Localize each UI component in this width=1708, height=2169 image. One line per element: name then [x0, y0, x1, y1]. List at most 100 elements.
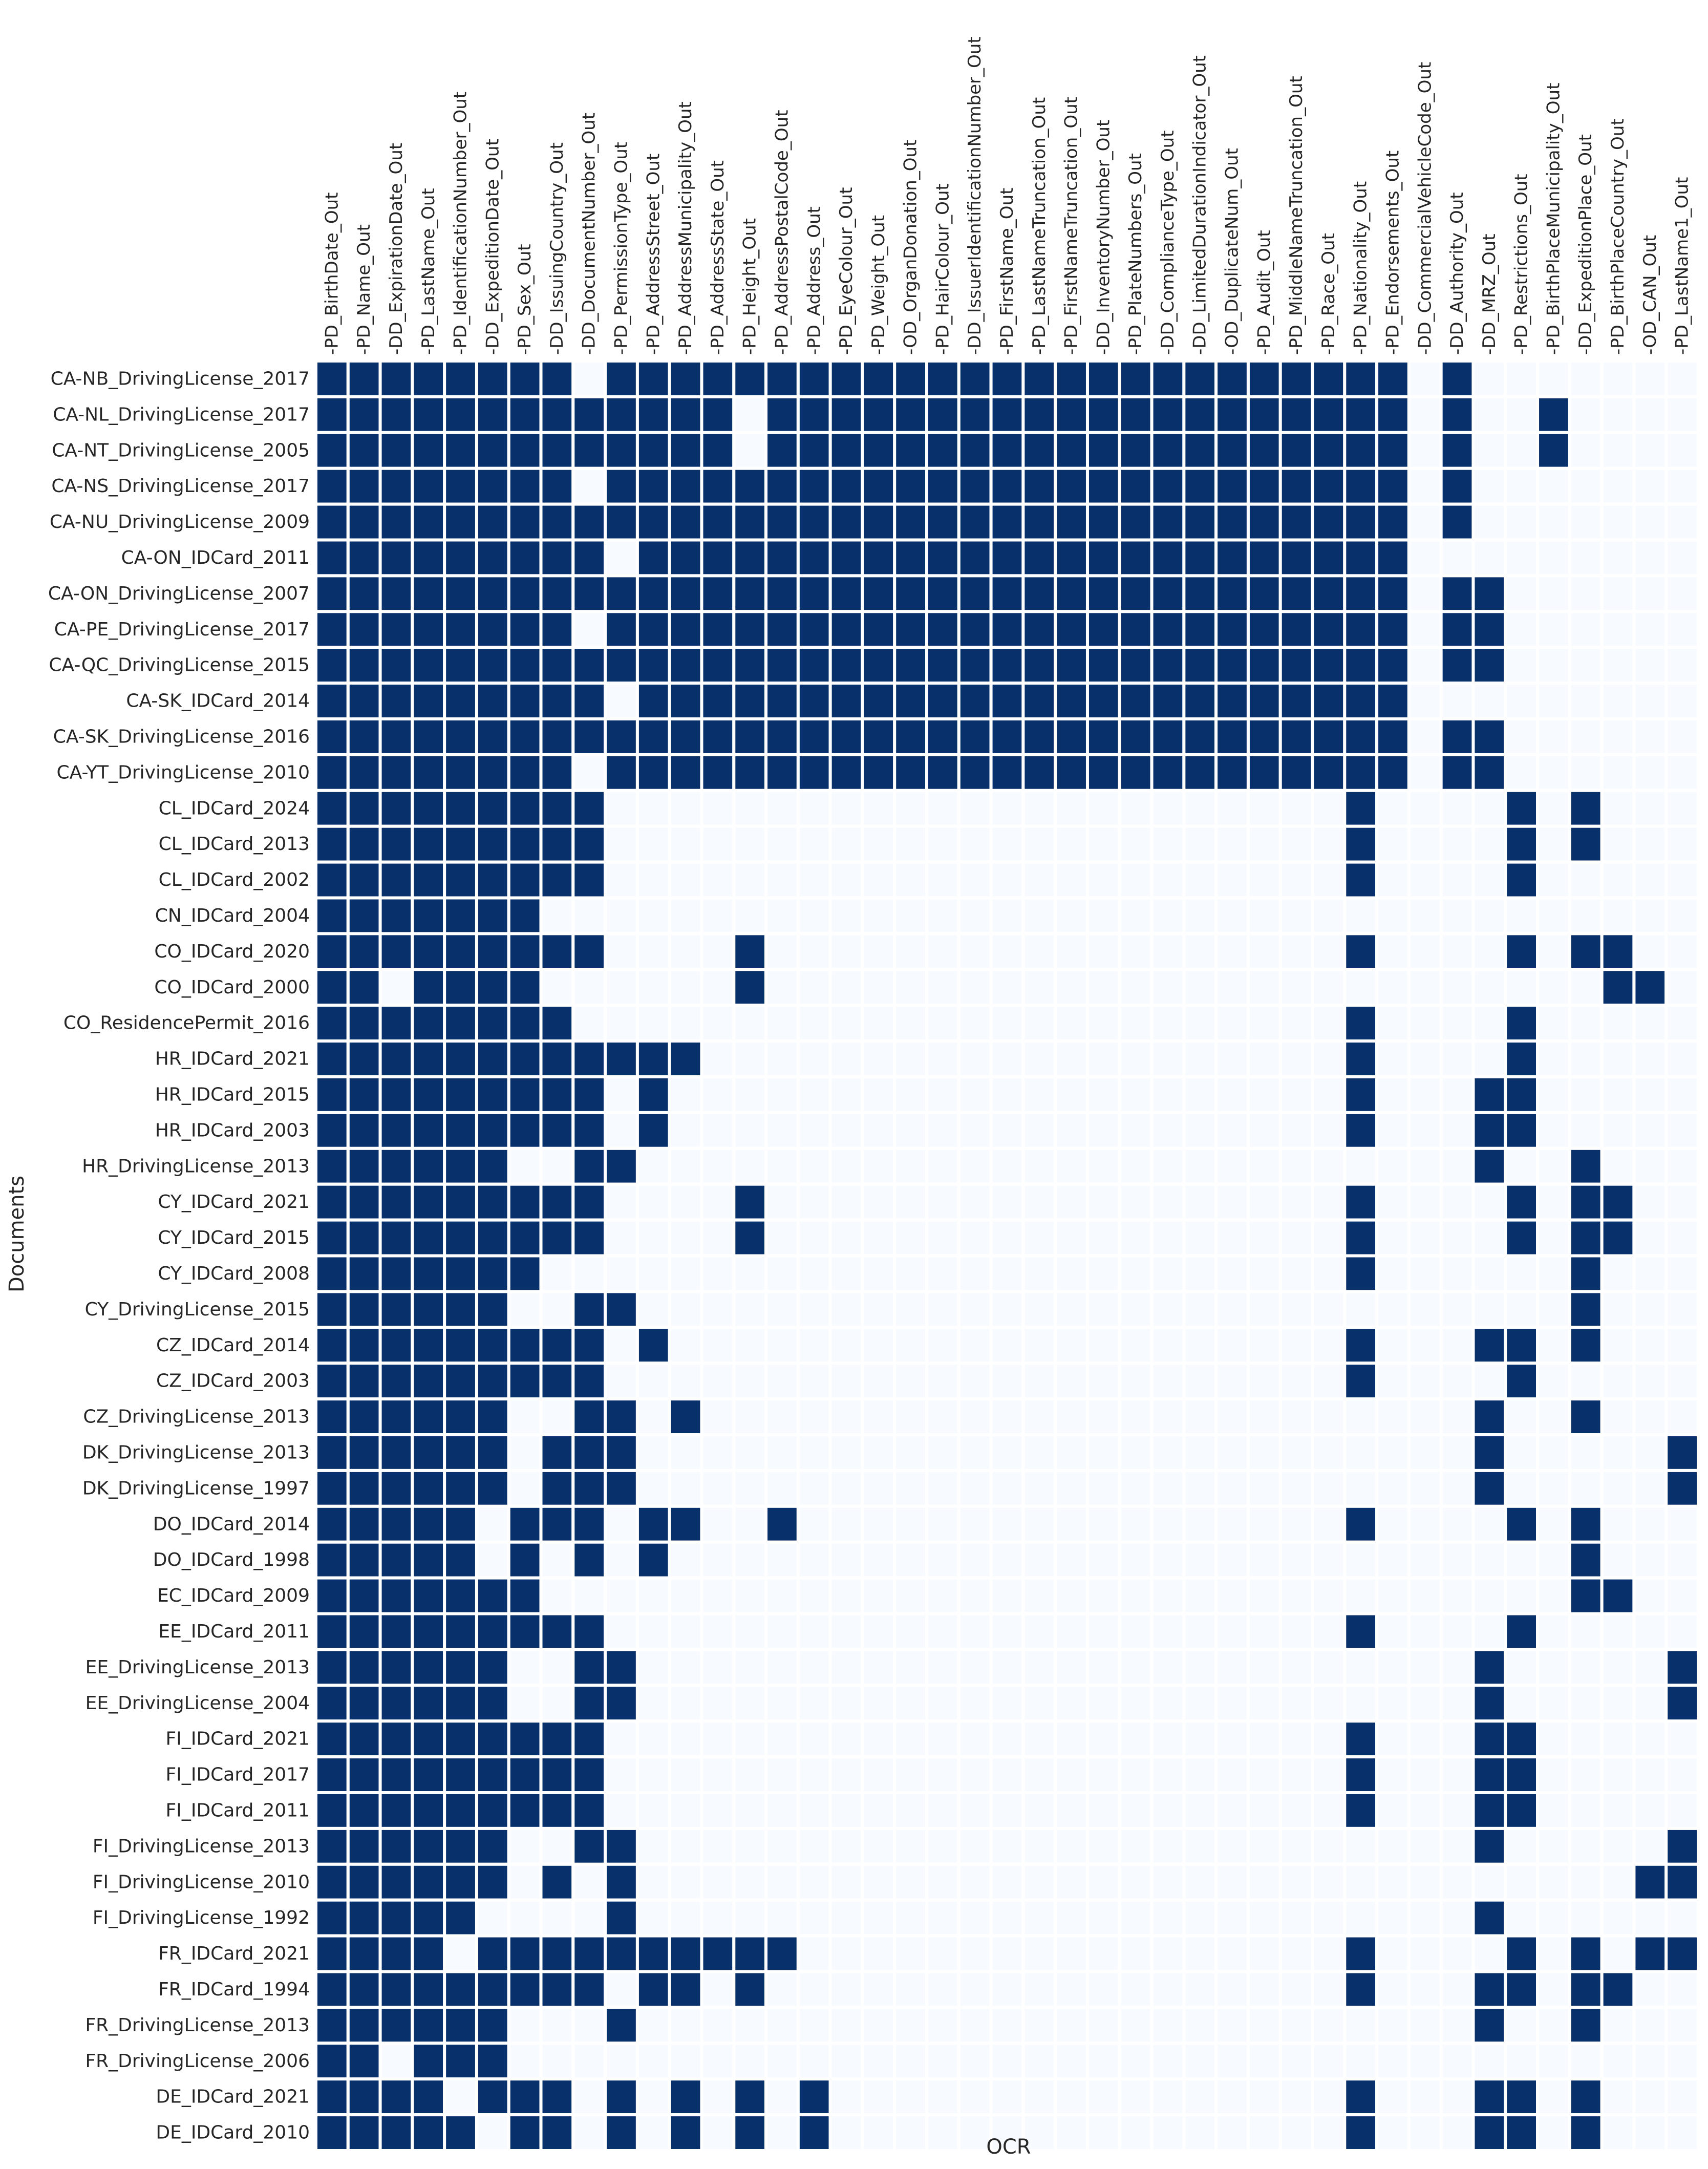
heatmap-cell	[668, 395, 703, 434]
heatmap-cell	[700, 502, 736, 542]
heatmap-cell	[732, 1433, 768, 1472]
heatmap-cell	[893, 2042, 929, 2081]
heatmap-cell	[989, 1648, 1025, 1687]
heatmap-cell	[1182, 1898, 1218, 1938]
heatmap-cell	[764, 968, 800, 1007]
heatmap-cell	[507, 789, 543, 828]
heatmap-cell	[443, 1254, 478, 1293]
heatmap-cell	[1375, 2113, 1411, 2153]
heatmap-cell	[1150, 1719, 1186, 1759]
heatmap-cell	[1182, 1970, 1218, 2009]
heatmap-cell	[1664, 1970, 1700, 2009]
heatmap-cell	[989, 968, 1025, 1007]
heatmap-cell	[604, 1254, 639, 1293]
heatmap-cell	[1246, 1862, 1282, 1902]
heatmap-cell	[1439, 932, 1475, 971]
heatmap-cell	[796, 932, 832, 971]
heatmap-cell	[411, 574, 446, 613]
heatmap-cell	[507, 395, 543, 434]
heatmap-cell	[1021, 1146, 1057, 1186]
heatmap-cell	[346, 2077, 382, 2117]
heatmap-cell	[635, 538, 671, 578]
row-tick-label: FI_DrivingLicense_2010	[93, 1872, 310, 1892]
heatmap-cell	[1664, 1039, 1700, 1078]
heatmap-cell	[828, 968, 864, 1007]
heatmap-cell	[957, 1684, 993, 1723]
heatmap-cell	[635, 1970, 671, 2009]
heatmap-cell	[346, 646, 382, 685]
heatmap-cell	[411, 1755, 446, 1795]
heatmap-cell	[1536, 789, 1571, 828]
heatmap-cell	[957, 1111, 993, 1150]
heatmap-cell	[1504, 1540, 1540, 1580]
heatmap-cell	[1664, 1826, 1700, 1866]
heatmap-cell	[1536, 1576, 1571, 1615]
heatmap-cell	[1214, 717, 1250, 756]
heatmap-cell	[604, 1504, 639, 1544]
heatmap-cell	[1246, 395, 1282, 434]
heatmap-cell	[1504, 717, 1540, 756]
heatmap-cell	[1118, 1469, 1154, 1508]
heatmap-cell	[1600, 1433, 1636, 1472]
heatmap-cell	[1182, 1684, 1218, 1723]
heatmap-cell	[1504, 682, 1540, 720]
heatmap-cell	[1150, 1612, 1186, 1651]
heatmap-cell	[1182, 1075, 1218, 1114]
heatmap-cell	[411, 1182, 446, 1222]
heatmap-cell	[700, 610, 736, 649]
heatmap-cell	[828, 1111, 864, 1150]
heatmap-cell	[1182, 1218, 1218, 1258]
heatmap-cell	[1021, 2042, 1057, 2081]
heatmap-cell	[1439, 1970, 1475, 2009]
heatmap-cell	[1214, 502, 1250, 542]
heatmap-cell	[539, 1182, 575, 1222]
heatmap-cell	[764, 1684, 800, 1723]
heatmap-cell	[1343, 1504, 1379, 1544]
heatmap-cell	[764, 753, 800, 792]
heatmap-cell	[700, 466, 736, 506]
heatmap-cell	[796, 1934, 832, 1973]
heatmap-cell	[635, 1146, 671, 1186]
heatmap-cell	[1375, 1039, 1411, 1078]
heatmap-cell	[1471, 1684, 1507, 1723]
heatmap-cell	[1632, 574, 1668, 613]
heatmap-cell	[1118, 1504, 1154, 1544]
heatmap-cell	[861, 968, 896, 1007]
heatmap-cell	[957, 1039, 993, 1078]
heatmap-cell	[1375, 574, 1411, 613]
heatmap-cell	[1343, 717, 1379, 756]
heatmap-cell	[1246, 1576, 1282, 1615]
heatmap-cell	[411, 1039, 446, 1078]
heatmap-cell	[1439, 968, 1475, 1007]
heatmap-cell	[732, 2077, 768, 2117]
heatmap-cell	[635, 1326, 671, 1365]
heatmap-cell	[635, 1898, 671, 1938]
heatmap-cell	[1343, 1469, 1379, 1508]
heatmap-cell	[1343, 1719, 1379, 1759]
heatmap-cell	[828, 896, 864, 935]
heatmap-cell	[475, 1898, 510, 1938]
row-tick-label: CO_IDCard_2000	[154, 977, 310, 998]
heatmap-cell	[539, 359, 575, 398]
row-tick-label: EE_DrivingLicense_2004	[86, 1693, 310, 1714]
heatmap-cell	[861, 1826, 896, 1866]
heatmap-cell	[1632, 896, 1668, 935]
heatmap-cell	[1214, 1397, 1250, 1437]
column-tick-label: -PD_EyeColour_Out	[836, 187, 857, 355]
heatmap-cell	[700, 1504, 736, 1544]
heatmap-cell	[1182, 1039, 1218, 1078]
heatmap-cell	[861, 1433, 896, 1472]
heatmap-cell	[1182, 1826, 1218, 1866]
heatmap-cell	[828, 1826, 864, 1866]
heatmap-cell	[1536, 1146, 1571, 1186]
heatmap-cell	[668, 753, 703, 792]
heatmap-cell	[1568, 1182, 1604, 1222]
heatmap-cell	[1375, 502, 1411, 542]
heatmap-cell	[1375, 395, 1411, 434]
heatmap-cell	[1568, 1326, 1604, 1365]
heatmap-cell	[411, 1326, 446, 1365]
heatmap-cell	[1150, 682, 1186, 720]
heatmap-cell	[1021, 395, 1057, 434]
heatmap-cell	[764, 1362, 800, 1401]
heatmap-cell	[1246, 1362, 1282, 1401]
